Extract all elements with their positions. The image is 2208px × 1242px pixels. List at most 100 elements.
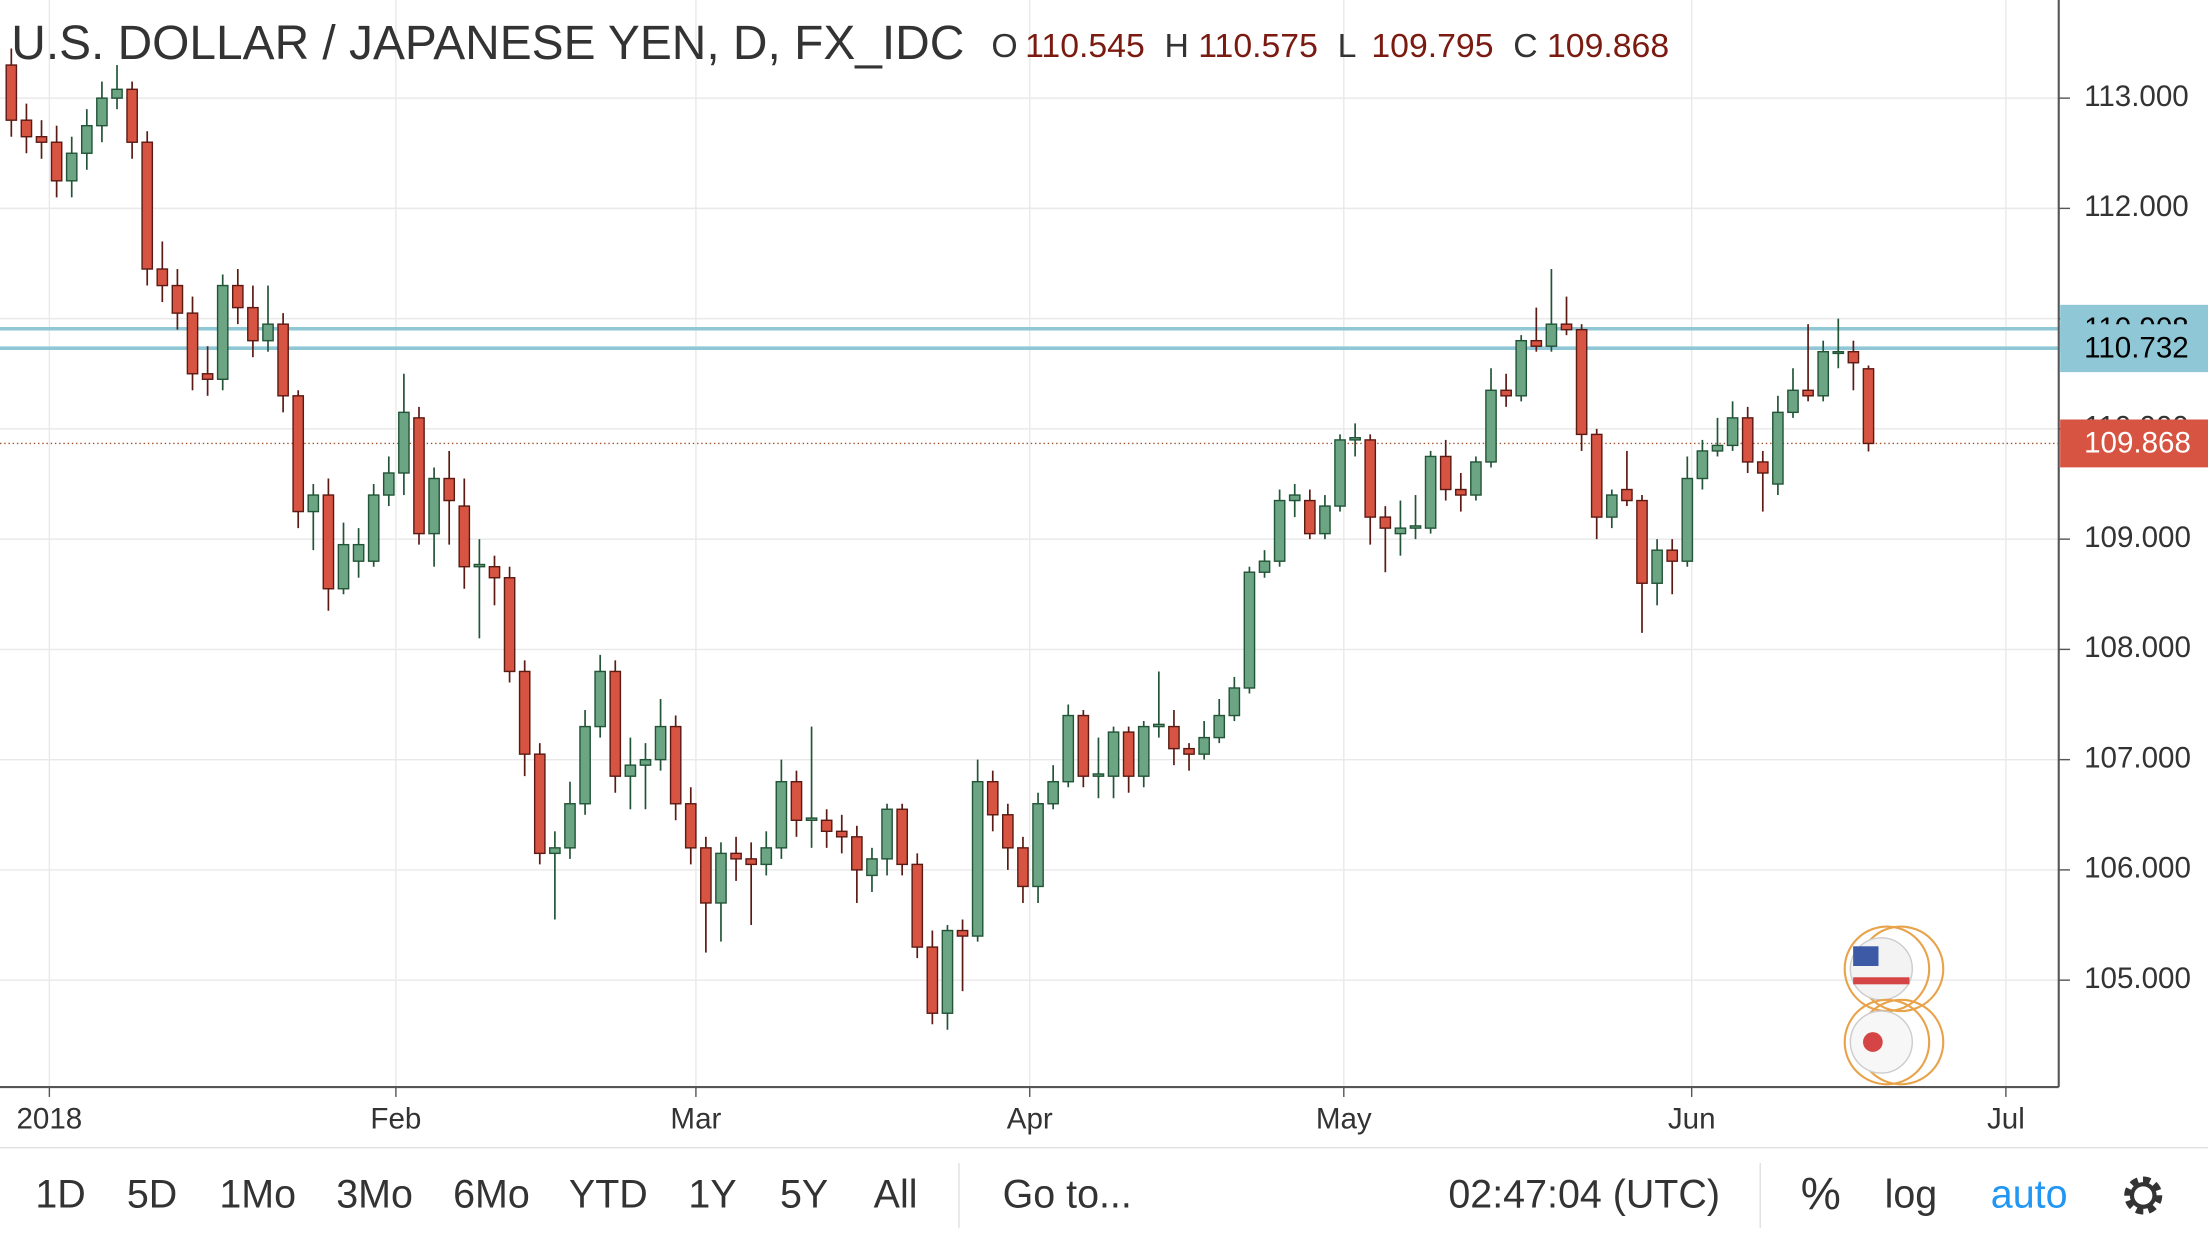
candle-body <box>1847 351 1860 364</box>
candle-body <box>20 119 33 138</box>
x-tick-label: Feb <box>370 1103 421 1136</box>
candle-body <box>1183 747 1195 755</box>
levels <box>0 327 2059 445</box>
candle-body <box>805 817 818 821</box>
candle-body <box>579 725 591 805</box>
settings-button[interactable] <box>2124 1176 2163 1215</box>
level-label: 110.732 <box>2084 331 2189 364</box>
candle-body <box>1666 549 1679 562</box>
range-button[interactable]: 1Mo <box>219 1172 296 1216</box>
candle-body <box>700 847 712 904</box>
candle-body <box>669 725 682 805</box>
candle-body <box>126 88 138 143</box>
candle-body <box>1334 439 1346 507</box>
candle-body <box>1168 725 1180 750</box>
candle-body <box>609 670 622 777</box>
candle-body <box>1258 560 1271 573</box>
candle-body <box>1636 499 1648 584</box>
x-tick-label: Jul <box>1987 1103 2025 1136</box>
y-tick-label: 112.000 <box>2084 190 2189 223</box>
candle-body <box>624 764 637 777</box>
candle-body <box>1500 389 1512 397</box>
range-button[interactable]: 5D <box>127 1172 177 1216</box>
candle-body <box>1515 339 1528 397</box>
y-tick-label: 105.000 <box>2084 962 2191 995</box>
auto-button[interactable]: auto <box>1991 1172 2068 1216</box>
candle-body <box>715 852 727 904</box>
range-button[interactable]: 5Y <box>780 1172 828 1216</box>
event-markers <box>1843 925 1945 1086</box>
chart-title: U.S. DOLLAR / JAPANESE YEN, D, FX_IDC <box>11 17 964 70</box>
candle-body <box>201 373 214 380</box>
ohlc-value: 109.795 <box>1371 27 1493 65</box>
log-button[interactable]: log <box>1885 1172 1938 1216</box>
x-axis: 2018 Feb Mar Apr May Jun Jul <box>16 1087 2025 1136</box>
x-tick-label: Mar <box>670 1103 721 1136</box>
candle-body <box>971 780 984 937</box>
candle-body <box>1590 433 1603 518</box>
y-tick-label: 113.000 <box>2084 80 2189 113</box>
candle-body <box>549 847 561 855</box>
ohlc-value: 110.545 <box>1025 27 1145 65</box>
candle-body <box>941 929 954 1014</box>
candle-body <box>1439 455 1452 491</box>
percent-button[interactable]: % <box>1801 1168 1841 1219</box>
candle-body <box>986 780 999 816</box>
ohlc-key: L <box>1338 27 1357 65</box>
candle-body <box>141 141 154 270</box>
candle-body <box>247 306 259 342</box>
candle-body <box>956 929 969 937</box>
candle-body <box>1862 368 1875 445</box>
range-button[interactable]: 1Y <box>688 1172 736 1216</box>
goto-button[interactable]: Go to... <box>1003 1172 1132 1216</box>
candle-body <box>80 124 93 154</box>
candle-body <box>1198 736 1210 755</box>
range-button[interactable]: 6Mo <box>453 1172 530 1216</box>
candle-body <box>1802 389 1814 397</box>
candle-body <box>398 411 410 474</box>
candle-body <box>1017 847 1029 888</box>
range-button[interactable]: 3Mo <box>336 1172 413 1216</box>
candle-body <box>684 803 697 849</box>
y-tick-label: 107.000 <box>2084 741 2191 774</box>
candle-body <box>1107 731 1120 777</box>
candle-body <box>835 830 848 838</box>
flag-jp-disc <box>1863 1032 1883 1052</box>
candle-body <box>1575 328 1588 436</box>
candle-body <box>820 819 833 833</box>
candle-body <box>1409 525 1422 529</box>
candle-body <box>5 64 18 121</box>
clock: 02:47:04 (UTC) <box>1448 1172 1720 1216</box>
candle-body <box>564 803 576 849</box>
candle-body <box>367 494 380 562</box>
ohlc-key: C <box>1513 27 1537 65</box>
x-tick-label: Jun <box>1668 1103 1716 1136</box>
candle-body <box>745 858 758 866</box>
candle-body <box>1062 714 1075 783</box>
candle-body <box>1681 477 1694 562</box>
candle-body <box>186 312 199 375</box>
candle-body <box>231 284 244 309</box>
range-button[interactable]: All <box>874 1172 918 1216</box>
candles <box>5 48 1875 1030</box>
candle-body <box>382 472 395 496</box>
candle-body <box>262 323 274 342</box>
candle-body <box>1817 351 1830 397</box>
candle-body <box>216 284 229 380</box>
candle-body <box>1651 549 1663 584</box>
flag-us-stripe <box>1853 977 1910 985</box>
candle-body <box>1122 731 1135 777</box>
event-icon <box>1843 998 1931 1086</box>
candle-body <box>1394 527 1407 535</box>
candle-body <box>518 670 531 755</box>
candle-body <box>1621 488 1633 502</box>
candle-body <box>1772 411 1784 485</box>
x-tick-label: 2018 <box>16 1103 82 1136</box>
candle-body <box>171 284 184 314</box>
range-button[interactable]: YTD <box>569 1172 648 1216</box>
range-button[interactable]: 1D <box>35 1172 85 1216</box>
ohlc-key: O <box>991 27 1017 65</box>
candle-body <box>292 395 305 513</box>
candle-body <box>443 477 456 502</box>
